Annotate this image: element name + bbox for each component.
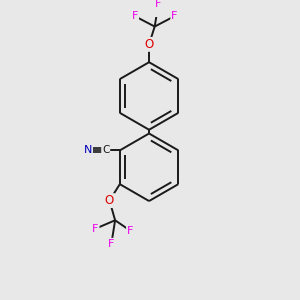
Text: F: F <box>127 226 133 236</box>
Text: F: F <box>132 11 138 21</box>
Text: O: O <box>105 194 114 207</box>
Text: F: F <box>171 11 178 21</box>
Text: F: F <box>92 224 99 234</box>
Text: O: O <box>144 38 154 51</box>
Text: F: F <box>108 239 115 249</box>
Text: N: N <box>84 146 92 155</box>
Text: C: C <box>102 146 110 155</box>
Text: F: F <box>155 0 162 9</box>
